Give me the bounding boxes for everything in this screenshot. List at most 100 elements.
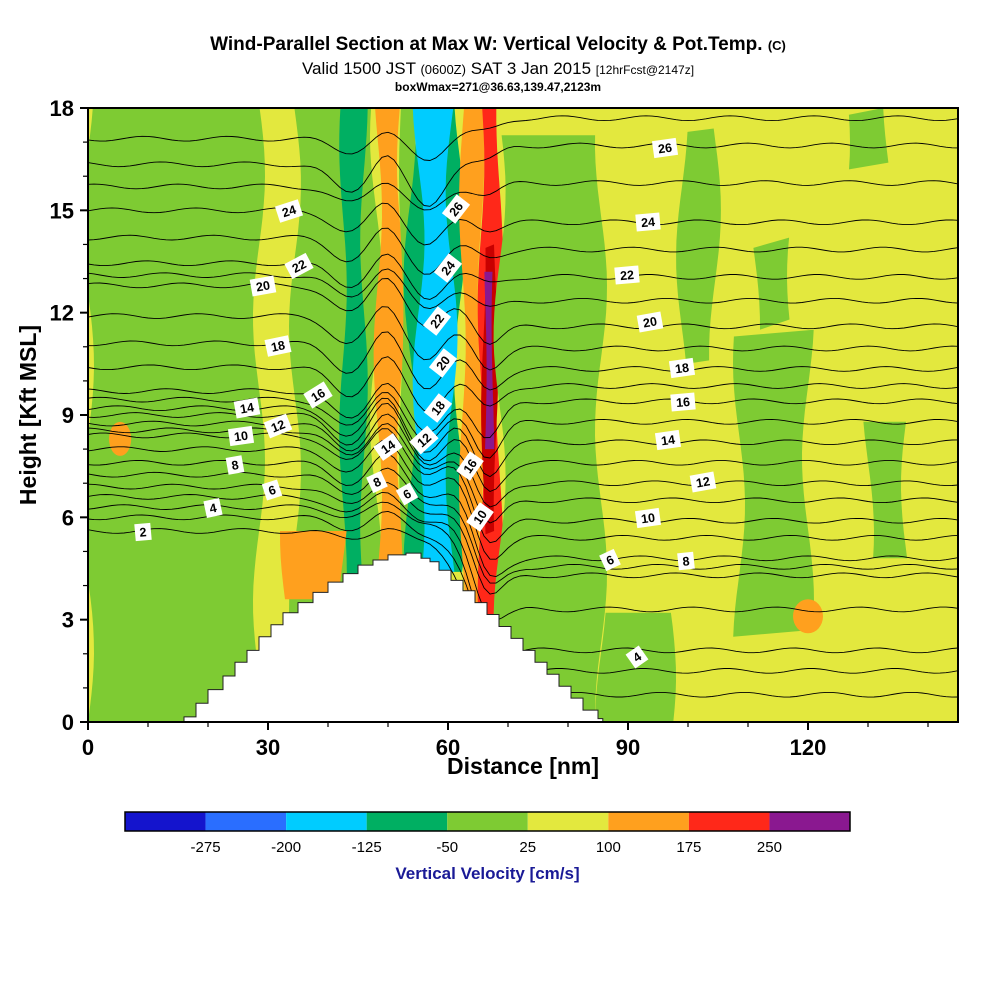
- isentrope-contours: [88, 115, 958, 698]
- velocity-region: [493, 135, 607, 722]
- svg-text:26: 26: [657, 141, 673, 157]
- colorbar-tick-label: -200: [271, 839, 301, 856]
- svg-text:10: 10: [471, 508, 490, 527]
- chart-header: Wind-Parallel Section at Max W: Vertical…: [63, 0, 933, 94]
- contour-label: 6: [261, 479, 283, 501]
- isentrope-line: [88, 413, 958, 508]
- colorbar: -275 -200 -125 -50 25 100 175 250: [124, 811, 851, 856]
- contour-label: 24: [635, 212, 661, 232]
- colorbar-title: Vertical Velocity [cm/s]: [395, 864, 580, 883]
- chart-note: boxWmax=271@36.63,139.47,2123m: [394, 80, 602, 94]
- terrain-silhouette: [183, 552, 604, 722]
- contour-label: 6: [599, 548, 621, 572]
- colorbar-tick-label: -50: [436, 839, 458, 856]
- contour-label: 10: [634, 507, 662, 529]
- svg-text:18: 18: [270, 338, 287, 355]
- svg-text:4: 4: [208, 501, 218, 516]
- isentrope-line: [88, 356, 958, 413]
- svg-text:18: 18: [674, 361, 690, 377]
- isentrope-line: [88, 278, 958, 345]
- contour-label: 10: [227, 425, 255, 447]
- svg-text:10: 10: [233, 429, 249, 445]
- svg-text:20: 20: [434, 353, 454, 373]
- contour-label: 18: [264, 335, 292, 357]
- svg-text:22: 22: [428, 311, 448, 331]
- y-tick-label: 12: [50, 301, 74, 326]
- svg-text:18: 18: [429, 398, 449, 418]
- valid-time: Valid 1500 JST: [301, 59, 416, 78]
- svg-text:16: 16: [676, 395, 691, 410]
- isentrope-line: [88, 115, 958, 161]
- svg-text:10: 10: [640, 511, 656, 527]
- svg-text:22: 22: [290, 257, 309, 276]
- y-tick-label: 15: [50, 198, 74, 223]
- contour-label: 10: [466, 502, 494, 532]
- velocity-region: [753, 237, 790, 330]
- svg-text:12: 12: [695, 474, 711, 490]
- svg-text:22: 22: [620, 268, 635, 283]
- contour-label: 14: [373, 433, 403, 461]
- isentrope-line: [88, 268, 958, 310]
- contour-label: 12: [263, 413, 293, 439]
- svg-text:24: 24: [280, 203, 298, 221]
- velocity-region: [676, 128, 721, 364]
- y-tick-label: 18: [50, 96, 74, 121]
- contour-label: 14: [233, 397, 261, 419]
- contour-label: 26: [651, 137, 679, 159]
- contour-label: 2: [134, 522, 152, 542]
- isentrope-line: [88, 397, 958, 478]
- svg-text:20: 20: [642, 314, 658, 330]
- x-axis-title: Distance [nm]: [446, 753, 600, 779]
- chart-title: Wind-Parallel Section at Max W: Vertical…: [63, 34, 933, 56]
- isentrope-line: [88, 402, 958, 492]
- contour-label: 26: [441, 194, 471, 224]
- velocity-region: [109, 421, 132, 456]
- isentrope-line: [88, 392, 958, 459]
- contour-label: 22: [614, 265, 640, 285]
- isentrope-line: [88, 482, 958, 595]
- isentrope-line: [88, 491, 958, 622]
- svg-text:2: 2: [139, 525, 147, 540]
- colorbar-segment: [447, 812, 528, 831]
- colorbar-segment: [769, 812, 850, 831]
- colorbar-tick-label: -125: [352, 839, 382, 856]
- isentrope-line: [88, 440, 958, 560]
- velocity-region: [848, 108, 889, 170]
- isentrope-line: [88, 180, 958, 211]
- colorbar-segment: [125, 812, 206, 831]
- contour-label: 20: [249, 275, 277, 297]
- svg-text:26: 26: [447, 199, 467, 219]
- forecast-tag: [12hrFcst@2147z]: [595, 63, 695, 77]
- contour-label: 24: [274, 199, 304, 223]
- contour-label: 18: [423, 393, 453, 423]
- x-tick-label: 120: [790, 735, 827, 760]
- isentrope-line: [88, 253, 958, 300]
- colorbar-tick-label: -275: [191, 839, 221, 856]
- colorbar-segment: [527, 812, 609, 831]
- svg-text:14: 14: [239, 400, 255, 416]
- isentrope-line: [88, 382, 958, 439]
- contour-label: 20: [428, 348, 458, 378]
- contour-label: 12: [689, 471, 717, 493]
- svg-text:24: 24: [439, 258, 459, 278]
- colorbar-tick-label: 175: [676, 839, 701, 856]
- x-tick-label: 60: [436, 735, 460, 760]
- chart-subtitle: Valid 1500 JST (0600Z) SAT 3 Jan 2015 [1…: [63, 59, 933, 79]
- contour-label: 18: [668, 357, 696, 379]
- chart-title-unit: (C): [767, 38, 786, 53]
- y-tick-label: 9: [62, 403, 74, 428]
- svg-text:12: 12: [269, 417, 287, 435]
- colorbar-segment: [608, 812, 689, 831]
- velocity-region: [459, 108, 485, 722]
- y-tick-label: 6: [62, 505, 74, 530]
- x-tick-label: 90: [616, 735, 640, 760]
- isentrope-line: [88, 331, 958, 391]
- isentrope-line: [88, 142, 958, 207]
- axes: 0 30 60 90 120 0 3 6 9 12 15 18: [50, 96, 959, 760]
- chart-title-text: Wind-Parallel Section at Max W: Vertical…: [210, 34, 763, 55]
- contour-label: 22: [284, 252, 314, 280]
